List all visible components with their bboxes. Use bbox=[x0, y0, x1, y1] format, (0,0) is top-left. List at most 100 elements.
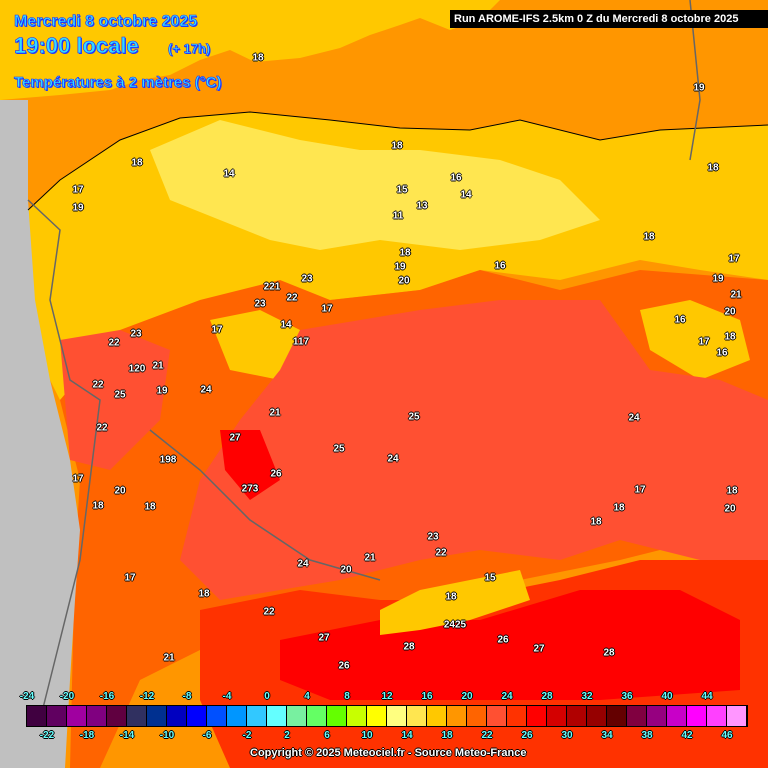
temperature-value-label: 14 bbox=[223, 168, 235, 180]
color-swatch bbox=[687, 706, 707, 726]
temperature-value-label: 20 bbox=[724, 306, 736, 318]
temperature-value-label: 20 bbox=[340, 564, 352, 576]
temperature-value-label: 273 bbox=[241, 483, 259, 495]
temperature-value-label: 21 bbox=[269, 407, 281, 419]
scale-tick-bottom: -18 bbox=[79, 730, 95, 741]
scale-tick-top: 8 bbox=[344, 691, 350, 702]
temperature-value-label: 19 bbox=[72, 202, 84, 214]
temperature-value-label: 27 bbox=[229, 432, 241, 444]
temperature-value-label: 27 bbox=[318, 632, 330, 644]
temperature-value-label: 21 bbox=[364, 552, 376, 564]
temperature-value-label: 18 bbox=[252, 52, 264, 64]
temperature-value-label: 17 bbox=[698, 336, 710, 348]
temperature-value-label: 14 bbox=[280, 319, 292, 331]
temperature-value-label: 22 bbox=[263, 606, 275, 618]
temperature-value-label: 22 bbox=[108, 337, 120, 349]
temperature-value-label: 11 bbox=[392, 210, 404, 222]
forecast-date: Mercredi 8 octobre 2025 bbox=[14, 13, 198, 31]
color-scale bbox=[26, 705, 748, 727]
temperature-value-label: 120 bbox=[128, 363, 146, 375]
temperature-value-label: 24 bbox=[628, 412, 640, 424]
temperature-value-label: 16 bbox=[674, 314, 686, 326]
color-swatch bbox=[427, 706, 447, 726]
temperature-value-label: 23 bbox=[301, 273, 313, 285]
scale-tick-top: 0 bbox=[264, 691, 270, 702]
scale-tick-top: 12 bbox=[381, 691, 393, 702]
copyright: Copyright © 2025 Meteociel.fr - Source M… bbox=[250, 747, 527, 759]
scale-tick-bottom: 38 bbox=[641, 730, 653, 741]
scale-tick-top: 36 bbox=[621, 691, 633, 702]
forecast-lead: (+ 17h) bbox=[168, 41, 211, 57]
temperature-value-label: 198 bbox=[159, 454, 177, 466]
temperature-value-label: 16 bbox=[450, 172, 462, 184]
scale-tick-bottom: -22 bbox=[39, 730, 55, 741]
temperature-value-label: 20 bbox=[398, 275, 410, 287]
temperature-value-label: 18 bbox=[707, 162, 719, 174]
scale-tick-bottom: 42 bbox=[681, 730, 693, 741]
temperature-value-label: 24 bbox=[387, 453, 399, 465]
scale-tick-top: 16 bbox=[421, 691, 433, 702]
color-swatch bbox=[627, 706, 647, 726]
temperature-value-label: 15 bbox=[484, 572, 496, 584]
temperature-value-label: 18 bbox=[198, 588, 210, 600]
border-lines bbox=[27, 0, 701, 721]
variable-title: Températures à 2 mètres (°C) bbox=[14, 74, 222, 92]
scale-tick-bottom: 46 bbox=[721, 730, 733, 741]
temperature-value-label: 24 bbox=[200, 384, 212, 396]
temperature-value-label: 16 bbox=[494, 260, 506, 272]
color-swatch bbox=[307, 706, 327, 726]
temperature-value-label: 13 bbox=[416, 200, 428, 212]
color-swatch bbox=[27, 706, 47, 726]
temperature-value-label: 18 bbox=[391, 140, 403, 152]
scale-tick-top: -16 bbox=[99, 691, 115, 702]
scale-tick-top: -20 bbox=[59, 691, 75, 702]
temperature-value-label: 26 bbox=[338, 660, 350, 672]
region-top-yellow bbox=[0, 0, 500, 100]
scale-tick-bottom: 2 bbox=[284, 730, 290, 741]
color-swatch bbox=[207, 706, 227, 726]
region-north-high bbox=[150, 120, 600, 250]
temperature-value-label: 19 bbox=[712, 273, 724, 285]
scale-tick-bottom: -10 bbox=[159, 730, 175, 741]
scale-tick-bottom: 6 bbox=[324, 730, 330, 741]
temperature-value-label: 21 bbox=[163, 652, 175, 664]
scale-tick-top: -12 bbox=[139, 691, 155, 702]
temperature-value-label: 19 bbox=[693, 82, 705, 94]
temperature-value-label: 21 bbox=[152, 360, 164, 372]
color-swatch bbox=[547, 706, 567, 726]
color-swatch bbox=[87, 706, 107, 726]
temperature-value-label: 22 bbox=[435, 547, 447, 559]
temperature-value-label: 2425 bbox=[443, 619, 467, 631]
scale-tick-top: 32 bbox=[581, 691, 593, 702]
temperature-value-label: 18 bbox=[131, 157, 143, 169]
scale-tick-bottom: -14 bbox=[119, 730, 135, 741]
color-swatch bbox=[327, 706, 347, 726]
color-swatch bbox=[267, 706, 287, 726]
temperature-value-label: 18 bbox=[445, 591, 457, 603]
temperature-value-label: 19 bbox=[156, 385, 168, 397]
temperature-value-label: 21 bbox=[730, 289, 742, 301]
scale-tick-top: 20 bbox=[461, 691, 473, 702]
temperature-value-label: 17 bbox=[728, 253, 740, 265]
temperature-value-label: 18 bbox=[724, 331, 736, 343]
temperature-value-label: 15 bbox=[396, 184, 408, 196]
temperature-value-label: 221 bbox=[263, 281, 281, 293]
scale-tick-top: 24 bbox=[501, 691, 513, 702]
color-swatch bbox=[67, 706, 87, 726]
temperature-value-label: 23 bbox=[254, 298, 266, 310]
scale-tick-top: 40 bbox=[661, 691, 673, 702]
scale-tick-bottom: 34 bbox=[601, 730, 613, 741]
region-interior-red bbox=[60, 300, 768, 600]
temperature-value-label: 28 bbox=[403, 641, 415, 653]
temperature-value-label: 24 bbox=[297, 558, 309, 570]
run-info: Run AROME-IFS 2.5km 0 Z du Mercredi 8 oc… bbox=[450, 10, 768, 28]
outside-domain-land bbox=[0, 100, 80, 768]
color-swatch bbox=[287, 706, 307, 726]
color-swatch bbox=[47, 706, 67, 726]
temperature-value-label: 117 bbox=[292, 336, 310, 348]
color-swatch bbox=[147, 706, 167, 726]
scale-tick-bottom: -6 bbox=[202, 730, 212, 741]
temperature-value-label: 28 bbox=[603, 647, 615, 659]
color-swatch bbox=[667, 706, 687, 726]
